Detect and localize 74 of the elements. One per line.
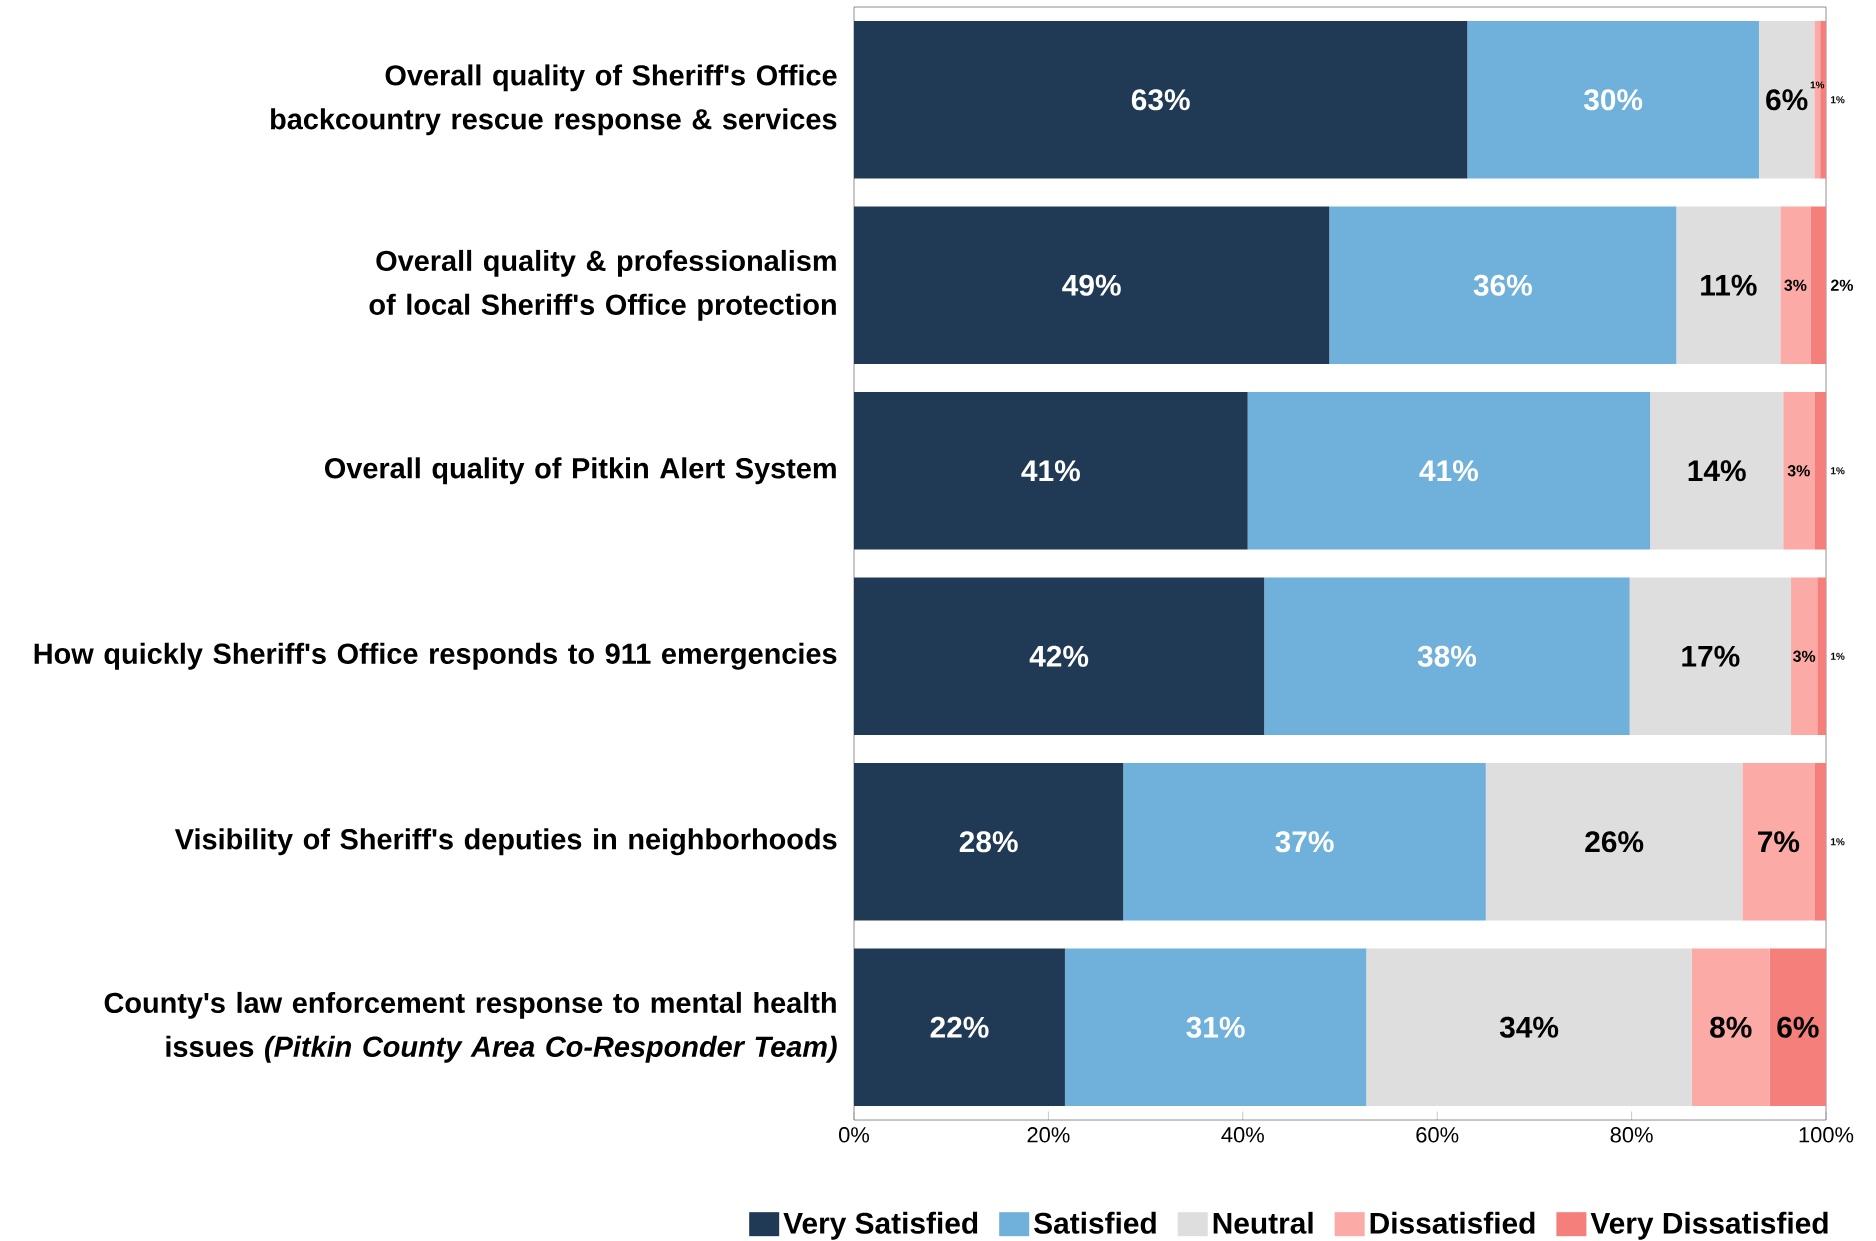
data-label: 30%	[1583, 89, 1643, 111]
data-label: 2%	[1830, 279, 1854, 291]
x-tick-label: 20%	[1027, 1127, 1070, 1143]
bar	[1814, 391, 1827, 550]
bar	[854, 762, 1124, 921]
bar	[1247, 391, 1651, 550]
bar	[1629, 577, 1792, 736]
y-tick-label: County's law enforcement response to mental health issues (Pitkin County Area Co-Responder Team)	[104, 991, 837, 1063]
data-label: 38%	[1417, 645, 1477, 667]
bar	[1264, 577, 1630, 736]
bar	[1814, 762, 1827, 921]
data-label: 34%	[1499, 1016, 1559, 1038]
data-label: 1%	[1831, 467, 1845, 475]
bar	[1742, 762, 1815, 921]
data-label: 1%	[1831, 838, 1845, 846]
data-label: 1%	[1831, 96, 1845, 104]
bar	[1817, 577, 1827, 736]
y-tick-label: Visibility of Sheriff's deputies in neighborhoods	[174, 828, 837, 856]
data-label: 31%	[1186, 1016, 1245, 1038]
data-label: 1%	[1810, 81, 1825, 89]
legend-label: Satisfied	[1034, 1211, 1156, 1234]
bar	[1064, 948, 1367, 1107]
legend-label: Dissatisfied	[1370, 1211, 1535, 1234]
data-label: 6%	[1777, 1016, 1819, 1038]
data-label: 8%	[1710, 1016, 1752, 1038]
bar	[1366, 948, 1692, 1107]
bar	[1329, 206, 1677, 365]
data-label: 3%	[1787, 465, 1810, 477]
data-label: 42%	[1029, 645, 1089, 667]
data-label: 41%	[1021, 460, 1080, 482]
bar	[1780, 206, 1811, 365]
x-tick-label: 80%	[1610, 1127, 1653, 1143]
bar	[1123, 762, 1486, 921]
data-label: 41%	[1419, 460, 1478, 482]
data-label: 37%	[1275, 831, 1334, 853]
data-label: 6%	[1766, 89, 1808, 111]
bar	[1810, 206, 1827, 365]
legend-label: Very Satisfied	[783, 1211, 978, 1240]
data-label: 3%	[1793, 650, 1816, 662]
data-label: 28%	[959, 831, 1018, 853]
y-tick-label: How quickly Sheriff's Office responds to 911 emergencies	[34, 642, 837, 670]
legend-label: Neutral	[1213, 1211, 1313, 1234]
data-label: 36%	[1473, 274, 1532, 296]
data-label: 63%	[1131, 89, 1190, 111]
bar	[1791, 577, 1818, 736]
data-label: 3%	[1784, 279, 1807, 291]
bar	[1650, 391, 1784, 550]
data-label: 22%	[930, 1016, 989, 1038]
bar	[854, 391, 1248, 550]
bar	[1691, 948, 1770, 1107]
bar	[1467, 20, 1759, 179]
bar	[1769, 948, 1827, 1107]
y-tick-label: Overall quality of Sheriff's Office backcountry rescue response & services	[271, 64, 837, 136]
data-label: 11%	[1701, 274, 1757, 296]
data-label: 17%	[1682, 645, 1740, 667]
bar	[854, 206, 1330, 365]
data-label: 1%	[1831, 652, 1845, 660]
bar	[1783, 391, 1815, 550]
data-label: 26%	[1585, 831, 1644, 853]
data-label: 7%	[1758, 831, 1800, 853]
y-tick-label: Overall quality & professionalism of local Sheriff's Office protection	[369, 249, 836, 321]
bar	[854, 948, 1065, 1107]
x-tick-label: 40%	[1221, 1127, 1264, 1143]
x-tick-label: 60%	[1416, 1127, 1459, 1143]
y-tick-label: Overall quality of Pitkin Alert System	[325, 457, 836, 485]
x-tick-label: 100%	[1799, 1127, 1854, 1143]
data-label: 49%	[1062, 274, 1121, 296]
legend-label: Very Dissatisfied	[1590, 1211, 1828, 1240]
bar	[854, 577, 1265, 736]
x-tick-label: 0%	[839, 1127, 870, 1143]
bar	[1676, 206, 1781, 365]
bar	[1485, 762, 1743, 921]
data-label: 14%	[1688, 460, 1746, 482]
bar	[854, 20, 1468, 179]
